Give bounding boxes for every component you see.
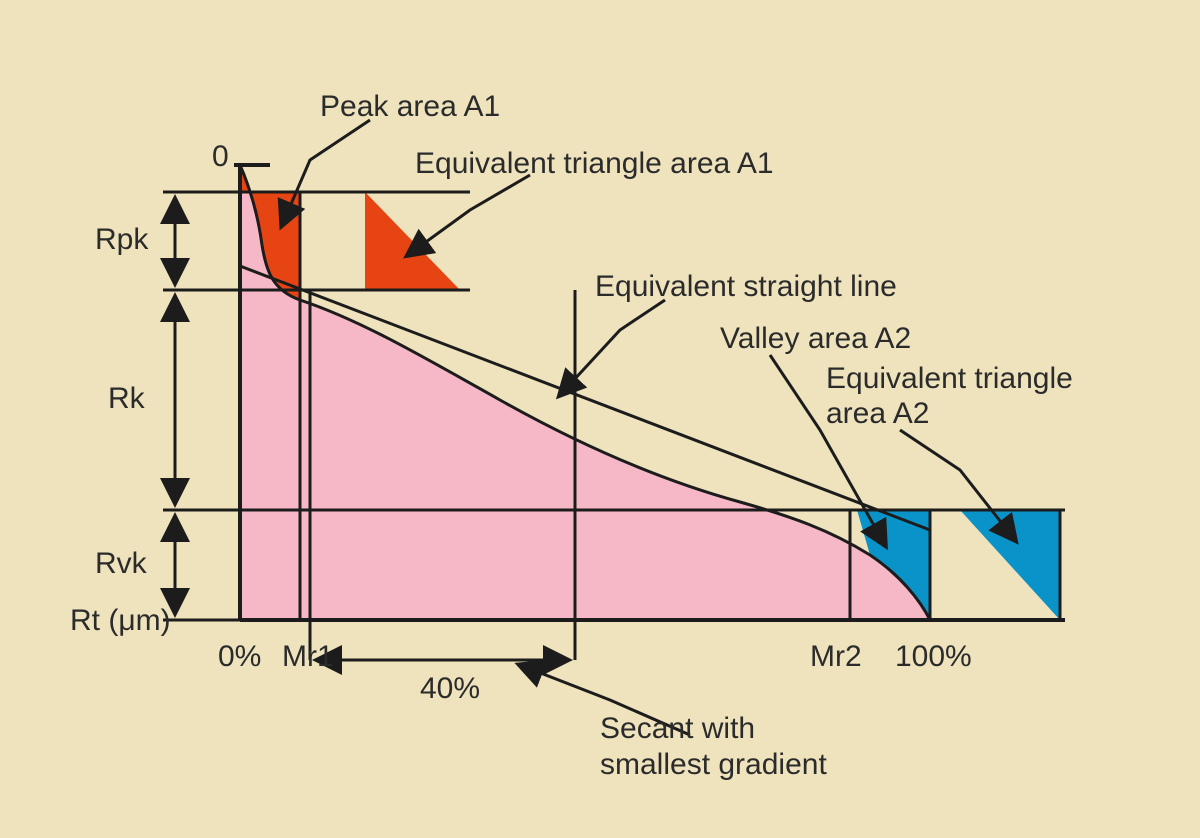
label-secant-2: smallest gradient	[600, 748, 827, 782]
label-rpk: Rpk	[95, 223, 148, 257]
label-secant-1: Secant with	[600, 712, 755, 746]
leader-eq-tri-a1	[408, 175, 530, 255]
label-rvk: Rvk	[95, 547, 147, 581]
label-eq-tri-a2-line1: Equivalent triangle	[826, 362, 1073, 395]
label-peak-area-a1: Peak area A1	[320, 90, 500, 124]
label-eq-line: Equivalent straight line	[595, 270, 897, 304]
label-mr2: Mr2	[810, 640, 862, 674]
label-zero: 0	[212, 140, 229, 174]
label-eq-tri-a2-line2: area A2	[826, 397, 929, 430]
label-eq-tri-a1: Equivalent triangle area A1	[415, 147, 774, 181]
label-mr1: Mr1	[282, 640, 334, 674]
label-0pct: 0%	[218, 640, 261, 674]
label-40pct: 40%	[420, 672, 480, 706]
label-eq-tri-a2: Equivalent triangle area A2	[826, 362, 1073, 431]
equivalent-triangle-a1	[365, 192, 460, 290]
equivalent-triangle-a2	[960, 510, 1060, 620]
label-rt: Rt (μm)	[70, 604, 171, 638]
label-100pct: 100%	[895, 640, 972, 674]
label-valley-a2: Valley area A2	[720, 322, 911, 356]
label-rk: Rk	[108, 382, 145, 416]
diagram-root: 0 Rpk Rk Rvk Rt (μm) 0% Mr1 40% Mr2 100%…	[0, 0, 1200, 838]
